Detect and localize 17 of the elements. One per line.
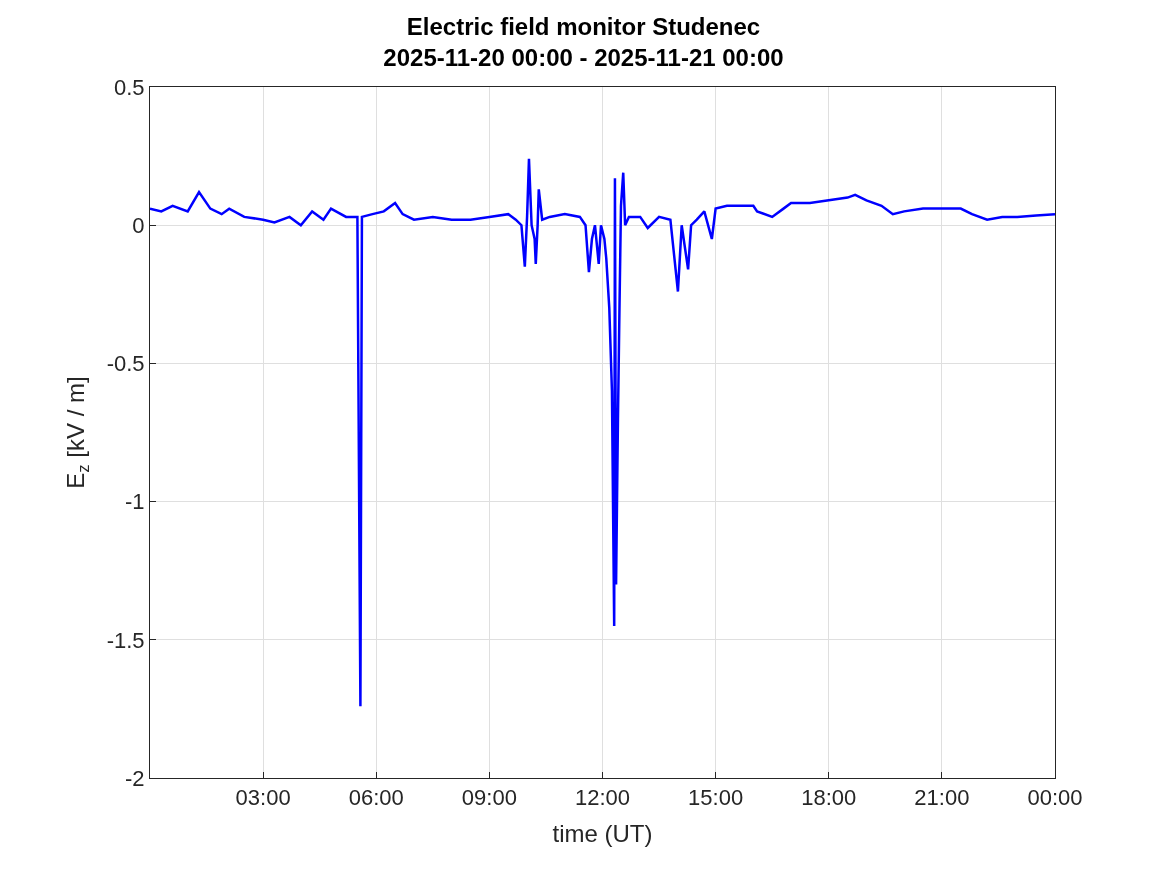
x-tick-label: 09:00 <box>461 785 517 811</box>
y-tick-label: -1 <box>125 489 145 515</box>
y-tick-label: -2 <box>125 765 145 791</box>
x-tick-label: 18:00 <box>801 785 857 811</box>
line-series <box>150 157 1055 708</box>
x-tick-label: 15:00 <box>688 785 744 811</box>
x-tick-label: 00:00 <box>1027 785 1083 811</box>
x-tick-label: 06:00 <box>348 785 404 811</box>
y-tick-label: 0.5 <box>114 74 145 100</box>
x-axis-title: time (UT) <box>552 819 653 847</box>
y-tick-label: -1.5 <box>106 627 145 653</box>
y-tick-label: -0.5 <box>106 351 145 377</box>
chart-title: Electric field monitor Studenec 2025-11-20 00:00 - 2025-11-21 00:00 <box>383 13 784 72</box>
x-tick-label: 21:00 <box>914 785 970 811</box>
x-tick-label: 12:00 <box>574 785 631 811</box>
y-tick-label: 0 <box>132 212 145 238</box>
x-tick-label: 03:00 <box>235 785 291 811</box>
